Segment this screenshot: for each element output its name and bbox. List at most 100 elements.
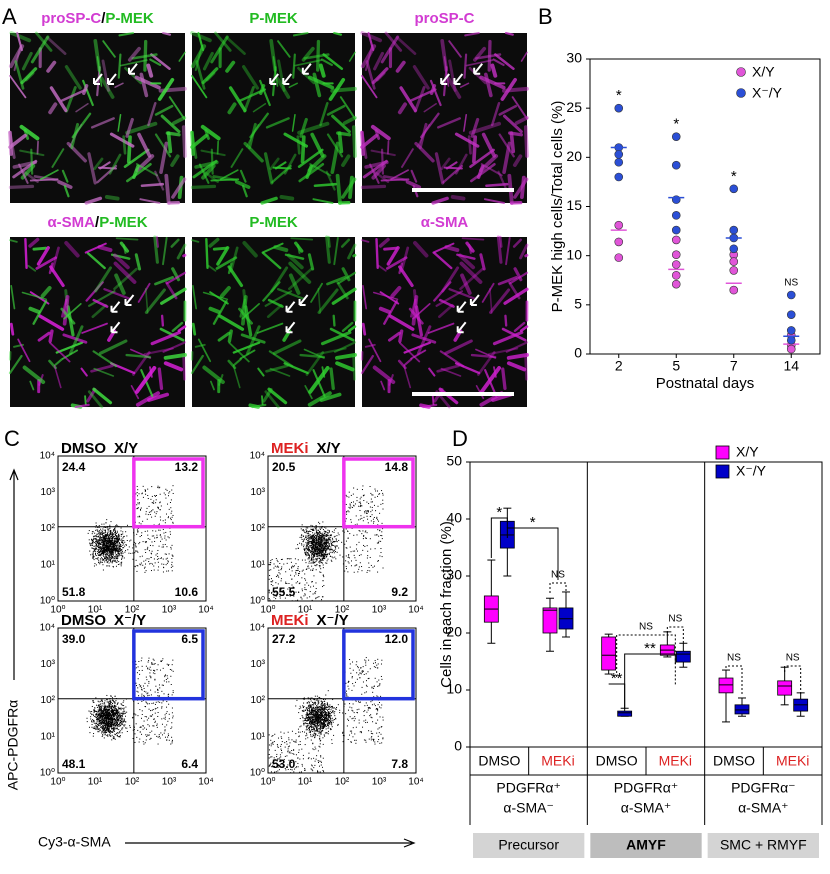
- tissue-stroke: [233, 358, 242, 366]
- event-dot: [345, 528, 347, 530]
- tissue-stroke: [496, 235, 503, 264]
- tissue-stroke: [497, 170, 508, 191]
- event-dot: [95, 544, 97, 546]
- event-dot: [106, 701, 108, 703]
- event-dot: [118, 536, 120, 538]
- event-dot: [290, 574, 292, 576]
- event-dot: [318, 521, 320, 523]
- arrow: [124, 294, 135, 306]
- event-dot: [311, 562, 313, 564]
- event-dot: [274, 591, 276, 593]
- tissue-stroke: [340, 238, 351, 248]
- event-dot: [102, 528, 104, 530]
- tissue-stroke: [32, 246, 48, 251]
- tissue-stroke: [352, 355, 357, 381]
- tissue-stroke: [29, 178, 59, 182]
- event-dot: [166, 663, 168, 665]
- tissue-stroke: [497, 276, 518, 286]
- event-dot: [119, 725, 121, 727]
- event-dot: [98, 723, 100, 725]
- event-dot: [101, 735, 103, 737]
- event-dot: [121, 704, 123, 706]
- event-dot: [113, 544, 115, 546]
- event-dot: [299, 582, 301, 584]
- event-dot: [167, 733, 169, 735]
- event-dot: [306, 582, 308, 584]
- tissue-stroke: [458, 253, 476, 270]
- event-dot: [332, 557, 334, 559]
- event-dot: [100, 533, 102, 535]
- event-dot: [322, 550, 324, 552]
- event-dot: [332, 545, 334, 547]
- event-dot: [320, 550, 322, 552]
- event-dot: [105, 716, 107, 718]
- event-dot: [149, 538, 151, 540]
- event-dot: [105, 724, 107, 726]
- event-dot: [95, 549, 97, 551]
- event-dot: [107, 722, 109, 724]
- tissue-stroke: [137, 282, 151, 303]
- event-dot: [125, 550, 127, 552]
- event-dot: [310, 560, 312, 562]
- event-dot: [102, 541, 104, 543]
- event-dot: [145, 542, 147, 544]
- data-point: [729, 257, 739, 266]
- event-dot: [119, 724, 121, 726]
- event-dot: [114, 706, 116, 708]
- event-dot: [169, 533, 171, 535]
- event-dot: [115, 540, 117, 542]
- event-dot: [331, 551, 333, 553]
- event-dot: [380, 534, 382, 536]
- event-dot: [100, 706, 102, 708]
- event-dot: [96, 713, 98, 715]
- event-dot: [107, 544, 109, 546]
- event-dot: [139, 556, 141, 558]
- event-dot: [361, 566, 363, 568]
- event-dot: [303, 548, 305, 550]
- event-dot: [139, 541, 141, 543]
- event-dot: [111, 710, 113, 712]
- event-dot: [317, 556, 319, 558]
- tissue-stroke: [86, 252, 106, 270]
- event-dot: [107, 542, 109, 544]
- event-dot: [93, 537, 95, 539]
- event-dot: [319, 545, 321, 547]
- event-dot: [159, 529, 161, 531]
- event-dot: [93, 726, 95, 728]
- event-dot: [92, 719, 94, 721]
- event-dot: [323, 543, 325, 545]
- event-dot: [101, 710, 103, 712]
- event-dot: [97, 541, 99, 543]
- event-dot: [328, 538, 330, 540]
- event-dot: [312, 525, 314, 527]
- data-point: [671, 225, 681, 235]
- event-dot: [114, 560, 116, 562]
- event-dot: [101, 712, 103, 714]
- event-dot: [172, 659, 174, 661]
- event-dot: [307, 540, 309, 542]
- event-dot: [159, 501, 161, 503]
- tissue-stroke: [438, 298, 455, 308]
- event-dot: [382, 499, 384, 501]
- event-dot: [110, 555, 112, 557]
- tissue-stroke: [492, 58, 505, 67]
- event-dot: [324, 544, 326, 546]
- event-dot: [112, 723, 114, 725]
- event-dot: [147, 494, 149, 496]
- event-dot: [115, 711, 117, 713]
- event-dot: [358, 519, 360, 521]
- event-dot: [122, 718, 124, 720]
- tissue-stroke: [165, 131, 181, 137]
- event-dot: [100, 713, 102, 715]
- event-dot: [285, 581, 287, 583]
- event-dot: [326, 541, 328, 543]
- event-dot: [109, 714, 111, 716]
- event-dot: [97, 724, 99, 726]
- event-dot: [98, 543, 100, 545]
- event-dot: [123, 720, 125, 722]
- event-dot: [145, 489, 147, 491]
- tissue-stroke: [292, 53, 296, 79]
- event-dot: [108, 536, 110, 538]
- event-dot: [108, 722, 110, 724]
- event-dot: [120, 562, 122, 564]
